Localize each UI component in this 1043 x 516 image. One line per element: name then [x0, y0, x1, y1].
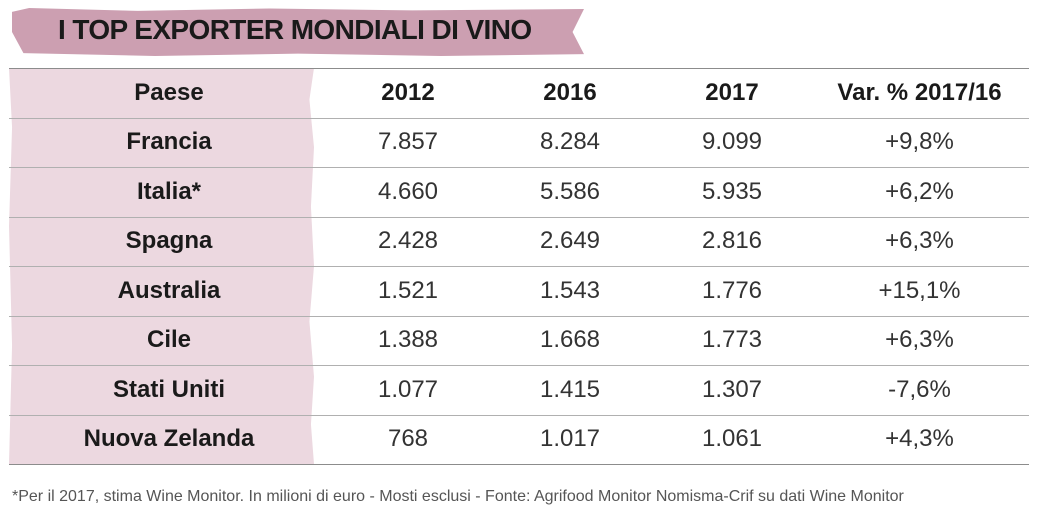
chart-title: I TOP EXPORTER MONDIALI DI VINO	[58, 14, 532, 45]
cell-value-2016: 2.649	[539, 227, 601, 254]
header-value-2012: 2012	[381, 78, 435, 106]
row-rule	[9, 365, 1029, 366]
cell-variation-2017-16: +6,3%	[885, 227, 954, 254]
cell-variation-2017-16: +9,8%	[885, 128, 954, 155]
header-variation-2017-16: Var. % 2017/16	[837, 78, 1002, 106]
cell-country: Australia	[117, 276, 221, 304]
table-row: Stati Uniti 1.077 1.415 1.307 -7,6%	[9, 365, 1029, 414]
cell-value-2017: 5.935	[701, 177, 763, 205]
cell-country: Spagna	[125, 227, 213, 254]
cell-value-2012: 7.857	[377, 128, 439, 155]
cell-variation-2017-16: -7,6%	[888, 375, 951, 403]
table-row: Nuova Zelanda 768 1.017 1.061 +4,3%	[9, 415, 1029, 464]
row-rule	[9, 414, 1029, 416]
header-country: Paese	[134, 78, 204, 106]
cell-variation-2017-16: +6,2%	[885, 177, 954, 205]
cell-country: Italia*	[136, 177, 202, 205]
cell-value-2016: 1.543	[539, 276, 601, 304]
row-rule	[9, 216, 1029, 218]
cell-value-2016: 1.415	[539, 375, 601, 403]
row-rule	[9, 315, 1029, 317]
cell-value-2017: 1.776	[701, 276, 763, 304]
title-highlight-band	[12, 8, 584, 56]
cell-value-2017: 1.061	[701, 425, 763, 452]
table-header-row: Paese 2012 2016 2017 Var. % 2017/16	[9, 68, 1029, 117]
cell-variation-2017-16: +4,3%	[885, 425, 954, 452]
cell-value-2012: 768	[387, 425, 429, 452]
cell-country: Francia	[126, 128, 212, 155]
header-value-2017: 2017	[705, 78, 759, 106]
table-top-rule	[9, 68, 1029, 69]
cell-country: Nuova Zelanda	[83, 425, 255, 452]
table-row: Australia 1.521 1.543 1.776 +15,1%	[9, 266, 1029, 315]
cell-value-2017: 1.773	[701, 326, 763, 353]
row-rule	[9, 117, 1029, 119]
cell-country: Stati Uniti	[113, 375, 225, 403]
cell-value-2016: 1.017	[539, 425, 601, 452]
footnote: *Per il 2017, stima Wine Monitor. In mil…	[12, 488, 904, 505]
cell-variation-2017-16: +6,3%	[885, 326, 954, 353]
cell-value-2017: 2.816	[701, 227, 763, 254]
row-rule	[9, 167, 1029, 168]
cell-value-2012: 2.428	[377, 227, 439, 254]
table-row: Italia* 4.660 5.586 5.935 +6,2%	[9, 167, 1029, 216]
row-rule	[9, 266, 1029, 267]
cell-value-2017: 1.307	[701, 375, 763, 403]
table-bottom-rule	[9, 464, 1029, 465]
cell-country: Cile	[146, 326, 191, 353]
cell-value-2012: 1.521	[377, 276, 439, 304]
cell-value-2016: 5.586	[539, 177, 601, 205]
table-row: Spagna 2.428 2.649 2.816 +6,3%	[9, 217, 1029, 266]
cell-value-2012: 4.660	[377, 177, 439, 205]
table-row: Francia 7.857 8.284 9.099 +9,8%	[9, 118, 1029, 167]
cell-value-2012: 1.077	[377, 375, 439, 403]
header-value-2016: 2016	[543, 78, 597, 106]
cell-value-2016: 1.668	[539, 326, 601, 353]
cell-value-2012: 1.388	[377, 326, 439, 353]
cell-value-2016: 8.284	[539, 128, 601, 155]
cell-variation-2017-16: +15,1%	[878, 276, 961, 304]
table-row: Cile 1.388 1.668 1.773 +6,3%	[9, 316, 1029, 365]
cell-value-2017: 9.099	[701, 128, 763, 155]
